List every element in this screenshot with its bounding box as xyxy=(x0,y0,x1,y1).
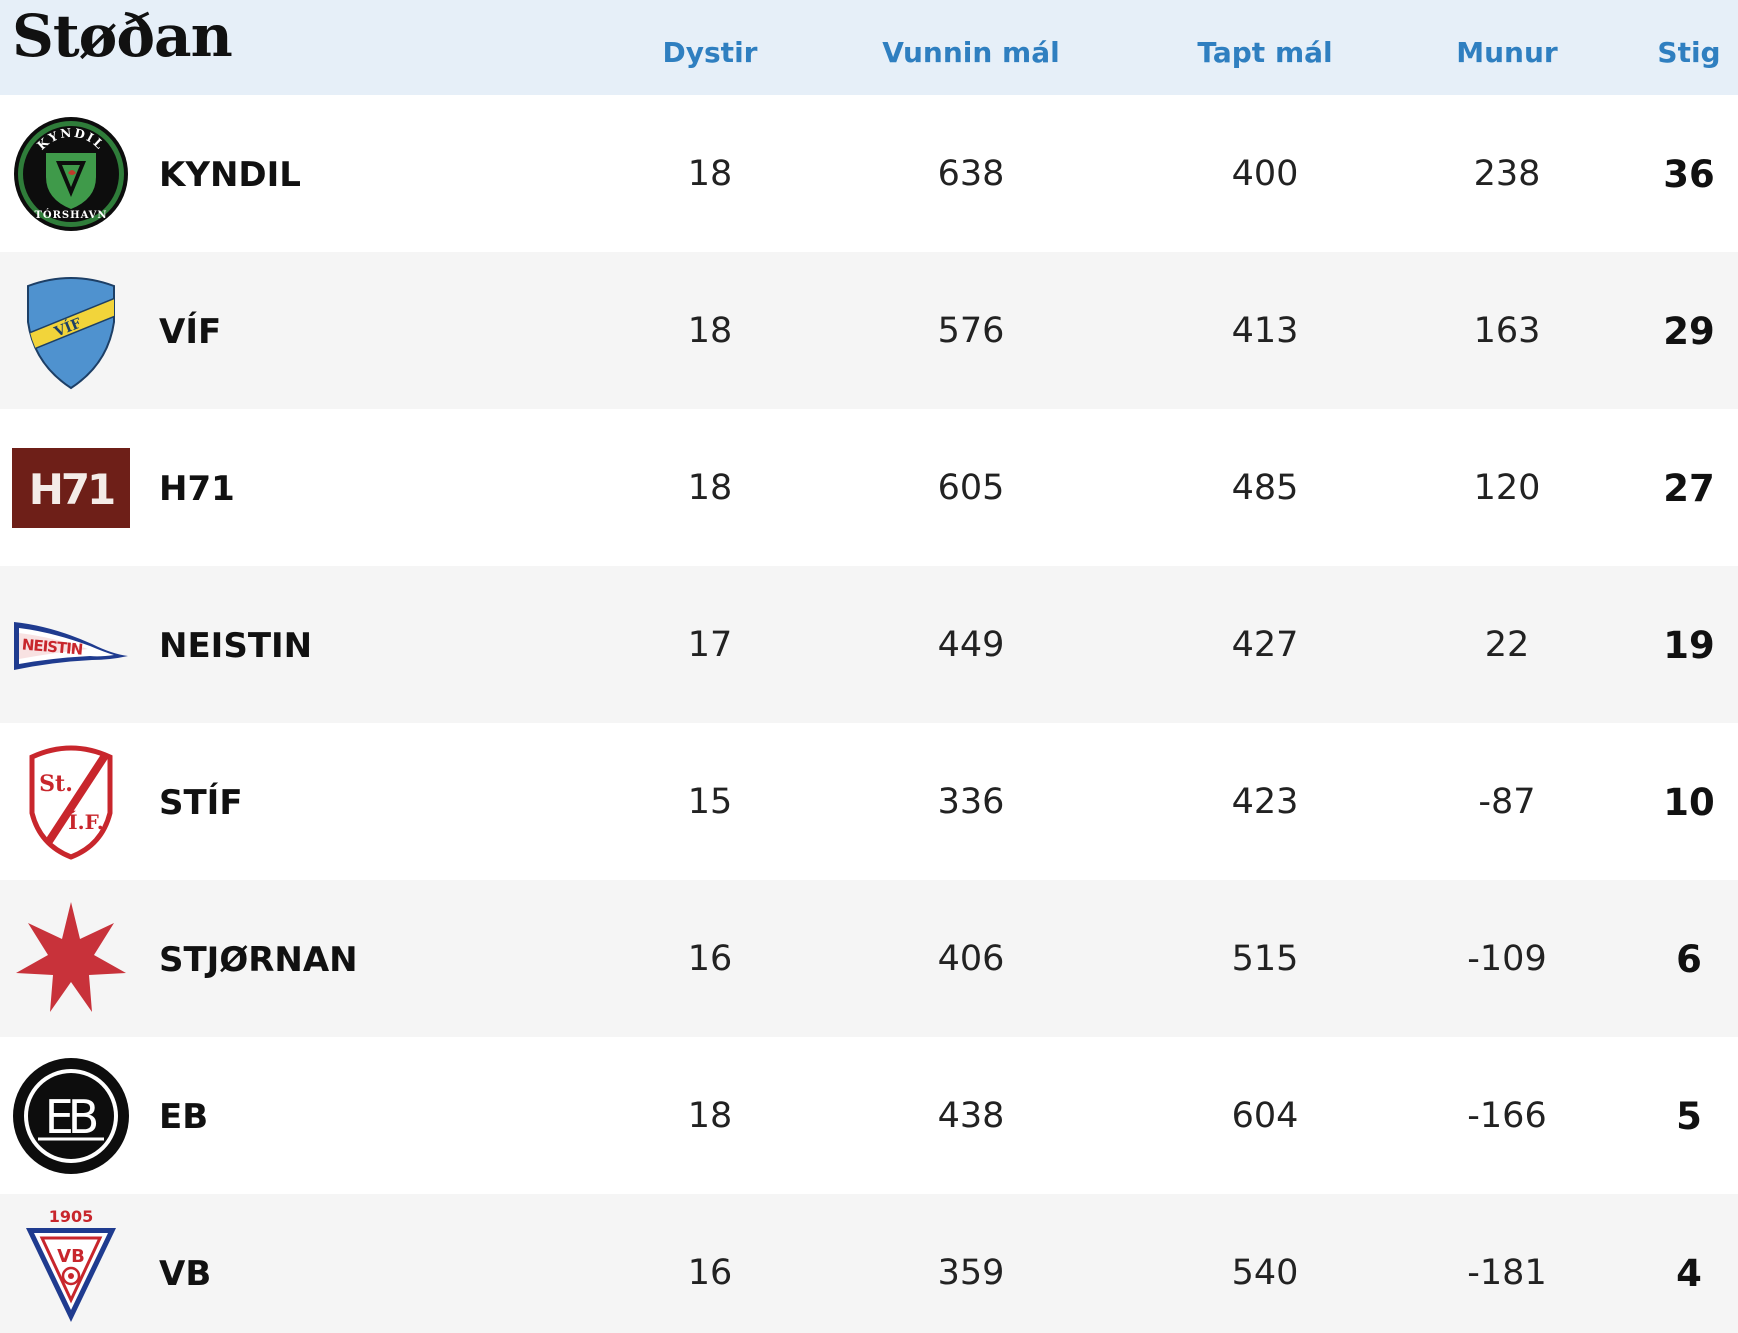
table-row: 1905 VB VB 16 359 540 -181 4 xyxy=(0,1194,1738,1333)
won-value: 336 xyxy=(937,782,1005,822)
stif-shield-icon: St. Í.F. xyxy=(12,743,130,861)
lost-value: 400 xyxy=(1231,154,1299,194)
h71-logo-icon: H71 xyxy=(12,429,130,547)
lost-value: 485 xyxy=(1231,468,1299,508)
played-value: 16 xyxy=(687,1253,733,1293)
team-name: KYNDIL xyxy=(159,155,301,195)
won-value: 438 xyxy=(937,1096,1005,1136)
kyndil-crest-icon: KYNDIL TÓRSHAVN xyxy=(12,115,130,233)
table-row: NEISTIN NEISTIN 17 449 427 22 19 xyxy=(0,566,1738,723)
column-header-lost: Tapt mál xyxy=(1197,36,1333,69)
team-name: VÍF xyxy=(159,312,222,352)
played-value: 18 xyxy=(687,468,733,508)
team-name: NEISTIN xyxy=(159,626,313,666)
eb-circle-icon: EB xyxy=(12,1057,130,1175)
points-value: 4 xyxy=(1676,1252,1702,1295)
difference-value: -166 xyxy=(1467,1096,1547,1136)
lost-value: 423 xyxy=(1231,782,1299,822)
svg-text:EB: EB xyxy=(45,1090,97,1144)
difference-value: 22 xyxy=(1484,625,1530,665)
difference-value: 238 xyxy=(1473,154,1541,194)
points-value: 27 xyxy=(1663,467,1715,510)
difference-value: -181 xyxy=(1467,1253,1547,1293)
difference-value: 163 xyxy=(1473,311,1541,351)
won-value: 605 xyxy=(937,468,1005,508)
table-header: Støðan Dystir Vunnin mál Tapt mál Munur … xyxy=(0,0,1738,95)
svg-text:H71: H71 xyxy=(29,465,114,514)
table-row: St. Í.F. STÍF 15 336 423 -87 10 xyxy=(0,723,1738,880)
won-value: 576 xyxy=(937,311,1005,351)
lost-value: 413 xyxy=(1231,311,1299,351)
vb-crest-icon: 1905 VB xyxy=(12,1206,130,1324)
table-row: KYNDIL TÓRSHAVN KYNDIL 18 638 400 238 36 xyxy=(0,95,1738,252)
svg-text:1905: 1905 xyxy=(49,1207,94,1226)
svg-text:VB: VB xyxy=(57,1246,85,1267)
page-title: Støðan xyxy=(12,2,233,70)
points-value: 5 xyxy=(1676,1095,1702,1138)
team-name: STJØRNAN xyxy=(159,940,358,980)
played-value: 15 xyxy=(687,782,733,822)
column-header-played: Dystir xyxy=(662,36,758,69)
star-icon xyxy=(12,900,130,1018)
lost-value: 604 xyxy=(1231,1096,1299,1136)
points-value: 6 xyxy=(1676,938,1702,981)
table-row: VÍF VÍF 18 576 413 163 29 xyxy=(0,252,1738,409)
team-name: EB xyxy=(159,1097,209,1137)
played-value: 18 xyxy=(687,311,733,351)
lost-value: 427 xyxy=(1231,625,1299,665)
won-value: 638 xyxy=(937,154,1005,194)
team-name: H71 xyxy=(159,469,235,509)
points-value: 19 xyxy=(1663,624,1715,667)
svg-text:St.: St. xyxy=(39,771,73,797)
table-row: STJØRNAN 16 406 515 -109 6 xyxy=(0,880,1738,1037)
points-value: 29 xyxy=(1663,310,1715,353)
points-value: 10 xyxy=(1663,781,1715,824)
played-value: 18 xyxy=(687,1096,733,1136)
kyndil-crest-lower-text: TÓRSHAVN xyxy=(34,209,107,221)
neistin-pennant-icon: NEISTIN xyxy=(12,586,130,704)
won-value: 449 xyxy=(937,625,1005,665)
difference-value: -87 xyxy=(1478,782,1536,822)
played-value: 18 xyxy=(687,154,733,194)
table-row: EB EB 18 438 604 -166 5 xyxy=(0,1037,1738,1194)
difference-value: 120 xyxy=(1473,468,1541,508)
points-value: 36 xyxy=(1663,153,1715,196)
column-header-difference: Munur xyxy=(1456,36,1558,69)
table-row: H71 H71 18 605 485 120 27 xyxy=(0,409,1738,566)
won-value: 359 xyxy=(937,1253,1005,1293)
column-header-points: Stig xyxy=(1657,36,1721,69)
svg-text:Í.F.: Í.F. xyxy=(68,810,103,834)
vif-shield-icon: VÍF xyxy=(12,272,130,390)
column-header-won: Vunnin mál xyxy=(882,36,1060,69)
team-name: STÍF xyxy=(159,783,243,823)
team-name: VB xyxy=(159,1254,212,1294)
won-value: 406 xyxy=(937,939,1005,979)
played-value: 17 xyxy=(687,625,733,665)
svg-text:NEISTIN: NEISTIN xyxy=(21,635,83,658)
played-value: 16 xyxy=(687,939,733,979)
lost-value: 515 xyxy=(1231,939,1299,979)
difference-value: -109 xyxy=(1467,939,1547,979)
lost-value: 540 xyxy=(1231,1253,1299,1293)
